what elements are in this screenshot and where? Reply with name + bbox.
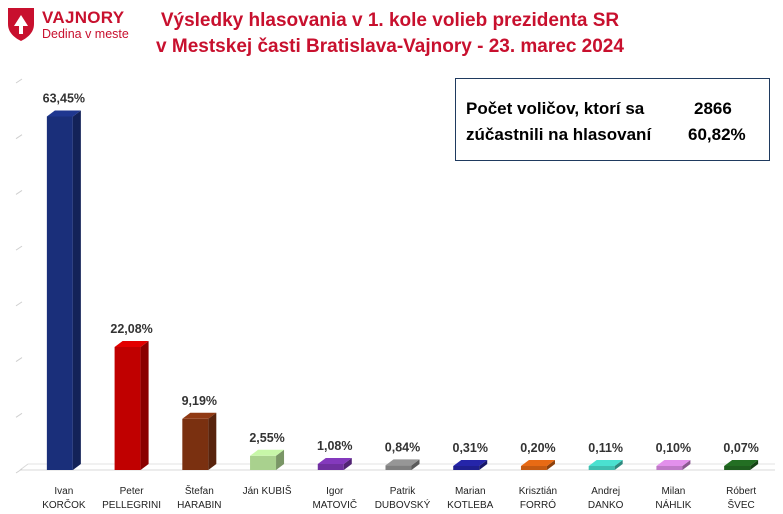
data-label: 22,08%: [110, 322, 152, 336]
bar-side: [208, 412, 217, 470]
bar-side: [343, 457, 352, 470]
x-tick-label: FORRÓ: [520, 498, 556, 511]
data-label: 0,20%: [520, 441, 555, 455]
bar-top: [453, 460, 488, 466]
bar-top: [250, 449, 285, 456]
bar-top: [520, 460, 555, 466]
x-tick-label: Róbert: [726, 486, 756, 497]
bar-top: [656, 460, 691, 466]
brand-logo: VAJNORY Dedina v meste: [6, 5, 136, 45]
y-tick-mark: [15, 468, 23, 474]
data-label: 2,55%: [249, 431, 284, 445]
y-tick-mark: [15, 78, 23, 84]
y-tick-mark: [15, 412, 23, 418]
bar-top: [46, 110, 81, 117]
bar-side: [546, 460, 555, 470]
x-tick-label: MATOVIČ: [312, 498, 357, 511]
bar-front: [250, 455, 277, 470]
y-tick-mark: [15, 301, 23, 307]
x-tick-label: Ivan: [54, 486, 73, 497]
x-tick-label: PELLEGRINI: [102, 500, 161, 511]
x-tick-label: KORČOK: [42, 498, 86, 511]
bar-top: [182, 412, 217, 419]
bar-top: [588, 460, 623, 466]
turnout-info-box: Počet voličov, ktorí sa 2866 zúčastnili …: [455, 78, 770, 161]
bar-side: [479, 460, 488, 470]
turnout-label: zúčastnili na hlasovaní: [466, 125, 652, 144]
y-tick-mark: [15, 190, 23, 195]
x-tick-label: ŠVEC: [728, 498, 755, 511]
bar-side: [411, 459, 420, 470]
x-tick-label: Peter: [120, 486, 145, 497]
x-tick-label: NÁHLIK: [655, 498, 691, 511]
bar-top: [385, 459, 420, 466]
bar-front: [114, 346, 141, 470]
bar-front: [724, 466, 751, 470]
bar-top: [317, 457, 352, 464]
y-tick-mark: [15, 357, 23, 362]
data-label: 0,11%: [588, 441, 623, 455]
bar-front: [453, 466, 480, 470]
data-label: 0,07%: [723, 441, 758, 455]
x-tick-label: HARABIN: [177, 500, 221, 511]
data-label: 0,10%: [656, 441, 691, 455]
bar-front: [520, 466, 547, 470]
bar-side: [276, 449, 285, 470]
turnout-value: 60,82%: [688, 125, 746, 144]
bar-front: [656, 466, 683, 470]
data-label: 0,31%: [453, 441, 488, 455]
x-tick-label: Igor: [326, 486, 344, 497]
bar-side: [72, 110, 81, 470]
x-tick-label: Milan: [661, 486, 685, 497]
bar-side: [614, 460, 623, 470]
y-tick-mark: [15, 134, 23, 140]
bar-side: [140, 340, 149, 470]
bar-front: [182, 418, 209, 470]
y-tick-mark: [15, 245, 23, 251]
bar-top: [724, 460, 759, 466]
x-tick-label: Krisztián: [519, 486, 557, 497]
bar-front: [588, 466, 615, 470]
bar-front: [46, 116, 73, 470]
brand-name: VAJNORY: [42, 8, 125, 27]
bar-front: [385, 465, 412, 470]
bar-front: [317, 463, 344, 470]
chart-title-line2: v Mestskej časti Bratislava-Vajnory - 23…: [156, 36, 624, 57]
x-tick-label: Marian: [455, 486, 486, 497]
brand-tagline: Dedina v meste: [42, 27, 129, 41]
voters-count-value: 2866: [694, 99, 732, 118]
bar-side: [750, 460, 759, 470]
x-tick-label: DANKO: [588, 500, 624, 511]
data-label: 9,19%: [182, 394, 217, 408]
chart-title-line1: Výsledky hlasovania v 1. kole volieb pre…: [160, 10, 620, 31]
bar-top: [114, 340, 149, 347]
x-tick-label: Andrej: [591, 486, 620, 497]
bar-side: [682, 460, 691, 470]
data-label: 1,08%: [317, 439, 352, 453]
x-tick-label: KOTLEBA: [447, 500, 493, 511]
x-tick-label: Ján KUBIŠ: [243, 484, 292, 497]
data-label: 63,45%: [43, 91, 85, 105]
coat-of-arms-icon: [8, 8, 34, 41]
chart-title: Výsledky hlasovania v 1. kole volieb pre…: [120, 8, 660, 60]
voters-count-label: Počet voličov, ktorí sa: [466, 99, 645, 118]
x-tick-label: Patrik: [390, 486, 417, 497]
x-tick-label: DUBOVSKÝ: [375, 498, 431, 511]
data-label: 0,84%: [385, 440, 420, 454]
x-tick-label: Štefan: [185, 484, 214, 497]
